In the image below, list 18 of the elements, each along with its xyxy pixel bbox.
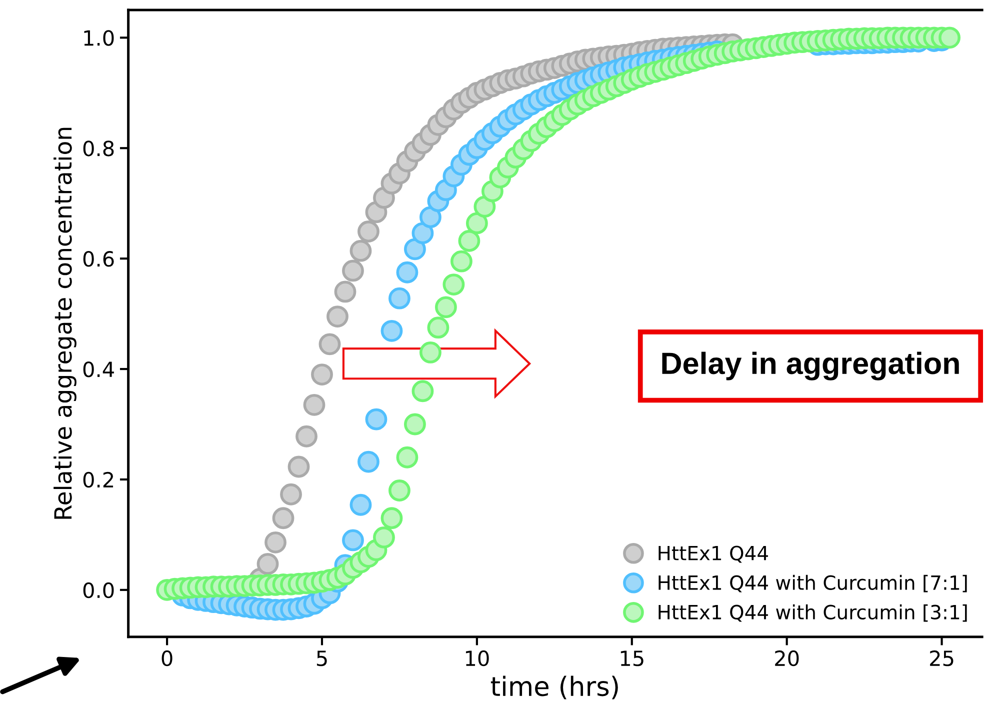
x-tick-label: 0: [162, 650, 172, 666]
y-tick-label: 1.0: [84, 30, 114, 46]
x-tick-label: 20: [775, 650, 799, 666]
y-tick-label: 0.8: [83, 140, 114, 156]
y-tick-label: 0.6: [83, 251, 114, 267]
x-axis-title: time (hrs): [490, 676, 618, 700]
y-tick-label: 0.2: [83, 472, 114, 488]
x-tick-label: 10: [466, 650, 489, 666]
y-tick-label: 0.0: [83, 582, 114, 598]
x-tick-label: 5: [316, 650, 327, 666]
x-tick-label: 15: [620, 650, 644, 666]
x-tick-label: 25: [930, 650, 954, 666]
legend-label: HttEx1 Q44 with Curcumin [7:1]: [658, 574, 967, 592]
y-axis-title: Relative aggregate concentration: [54, 128, 76, 519]
annotation: Delay in aggregation: [662, 352, 959, 380]
y-tick-label: 0.4: [83, 361, 114, 378]
legend-label: HttEx1 Q44 with Curcumin [3:1]: [658, 604, 967, 622]
legend-label: HttEx1 Q44: [658, 546, 768, 563]
